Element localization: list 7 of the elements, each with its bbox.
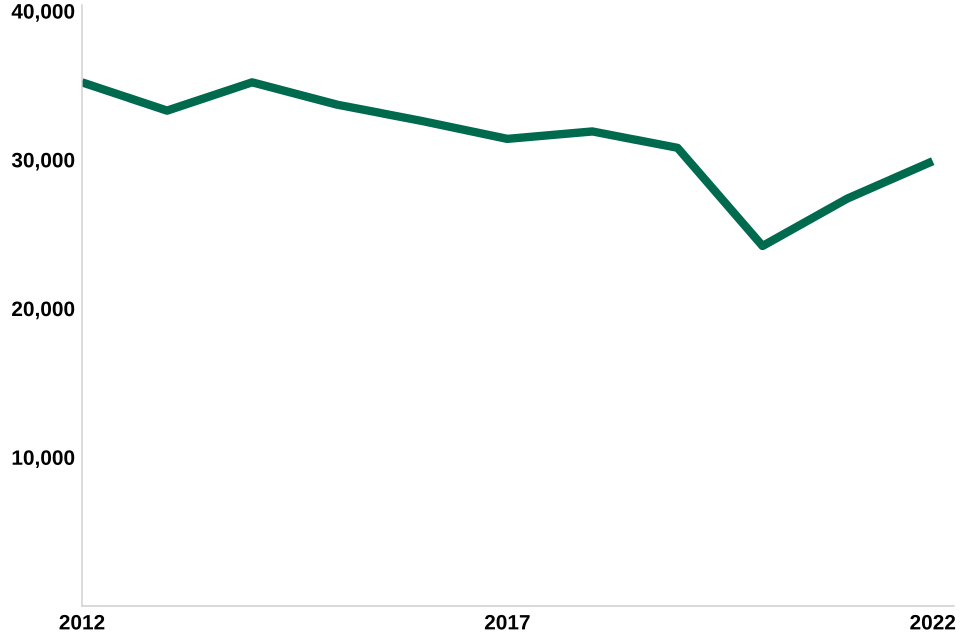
y-tick-label: 10,000 bbox=[12, 450, 74, 468]
x-tick-label: 2017 bbox=[484, 614, 530, 630]
y-tick-label: 40,000 bbox=[12, 4, 74, 22]
x-tick-label: 2012 bbox=[60, 614, 104, 630]
y-tick-label: 20,000 bbox=[12, 301, 74, 320]
y-tick-label: 30,000 bbox=[12, 152, 74, 170]
x-tick-label: 2022 bbox=[910, 614, 956, 630]
